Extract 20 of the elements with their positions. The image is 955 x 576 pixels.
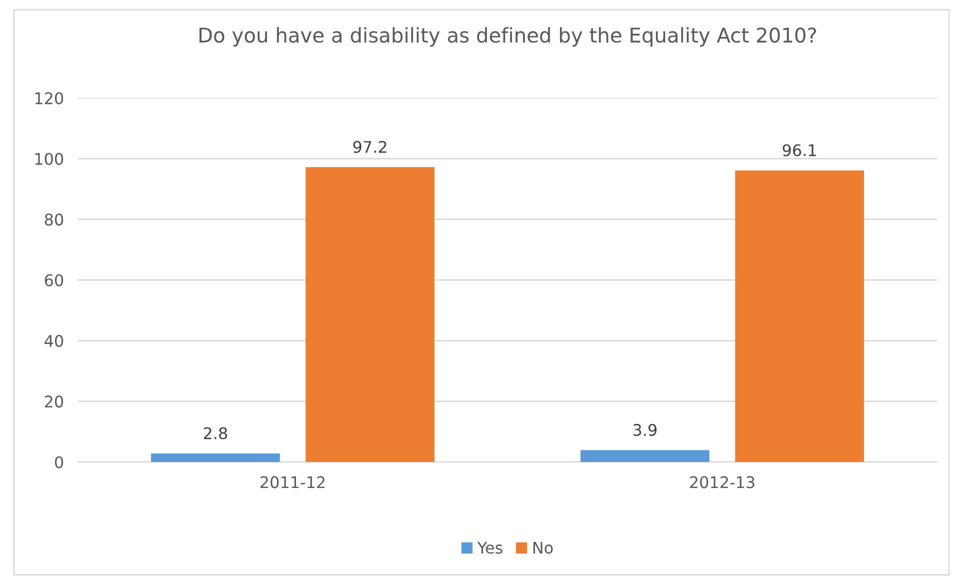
legend-label: No: [533, 542, 553, 554]
x-tick-label: 2012-13: [690, 476, 754, 488]
bar: [306, 167, 434, 462]
y-tick-label: 80: [44, 214, 64, 226]
y-tick-label: 60: [44, 274, 64, 286]
legend-label: Yes: [477, 542, 502, 554]
y-tick-label: 0: [55, 456, 64, 468]
data-label: 3.9: [633, 424, 657, 436]
chart-title: Do you have a disability as defined by the Equality Act 2010?: [200, 27, 816, 47]
data-label: 97.2: [353, 140, 386, 153]
y-tick-label: 120: [35, 92, 64, 104]
bar: [735, 170, 864, 462]
y-tick-label: 20: [44, 396, 64, 408]
data-label: 2.8: [204, 427, 228, 440]
y-tick-label: 100: [35, 152, 64, 165]
x-tick-label: 2011-12: [260, 476, 325, 488]
y-tick-label: 40: [44, 334, 64, 347]
data-label: 96.1: [782, 144, 816, 156]
bar: [580, 450, 710, 462]
bar: [151, 454, 280, 462]
